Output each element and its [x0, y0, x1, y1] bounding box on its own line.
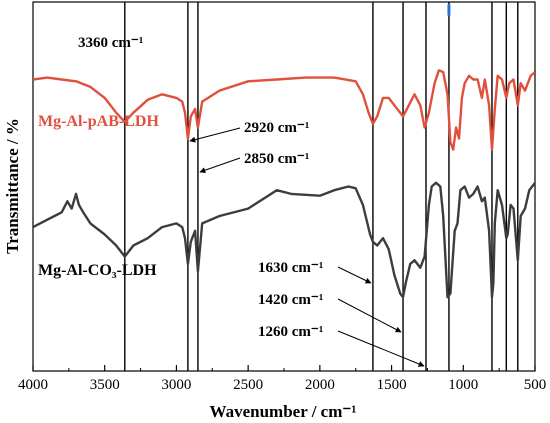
y-axis-title: Transmittance / %: [3, 118, 22, 254]
annotation-1630: 1630 cm⁻¹: [258, 260, 323, 276]
annotation-arrows: [189, 127, 425, 367]
x-tick-label-1000: 1000: [448, 377, 478, 393]
series-group: [33, 69, 535, 299]
annotation-2850: 2850 cm⁻¹: [244, 151, 309, 167]
reference-lines: [124, 2, 519, 371]
peak-marker-icon: [447, 4, 451, 16]
x-axis-ticks: [32, 365, 536, 371]
series-label-pab: Mg-Al-pAB-LDH: [38, 113, 159, 130]
series-label-co3: Mg-Al-CO₃-LDH: [38, 262, 157, 279]
annotation-arrow-1: [199, 157, 241, 174]
annotation-3360: 3360 cm⁻¹: [78, 35, 143, 51]
x-tick-label-500: 500: [524, 377, 547, 393]
x-tick-label-1500: 1500: [377, 377, 407, 393]
annotation-1420: 1420 cm⁻¹: [258, 292, 323, 308]
series-line-pab: [33, 69, 535, 151]
x-tick-label-2000: 2000: [305, 377, 335, 393]
x-axis-tick-labels: 4000 3500 3000 2500 2000 1500 1000 500: [18, 377, 546, 393]
x-tick-label-3500: 3500: [90, 377, 120, 393]
x-tick-label-3000: 3000: [161, 377, 191, 393]
x-axis-title: Wavenumber / cm⁻¹: [210, 402, 357, 421]
plot-frame: [32, 1, 536, 372]
annotation-arrow-2: [337, 266, 372, 284]
annotation-arrow-4: [337, 330, 425, 367]
x-tick-label-4000: 4000: [18, 377, 48, 393]
annotation-2920: 2920 cm⁻¹: [244, 120, 309, 136]
annotation-arrow-0: [189, 127, 241, 143]
annotation-1260: 1260 cm⁻¹: [258, 324, 323, 340]
x-tick-label-2500: 2500: [233, 377, 263, 393]
annotation-arrow-3: [337, 298, 402, 333]
series-line-co3: [33, 181, 535, 299]
